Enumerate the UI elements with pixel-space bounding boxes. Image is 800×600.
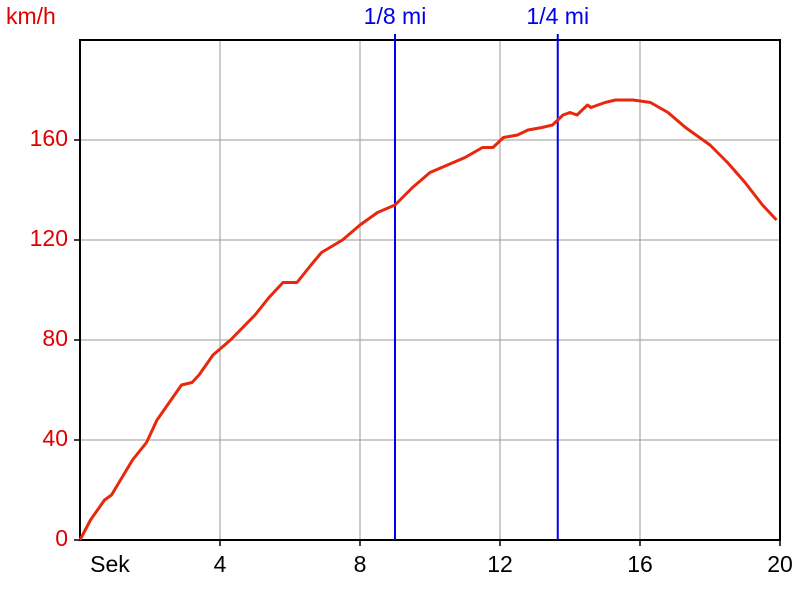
distance-marker-label: 1/4 mi — [526, 3, 589, 29]
y-tick-label: 80 — [42, 325, 68, 351]
y-tick-label: 160 — [30, 125, 68, 151]
x-tick-label: 4 — [214, 551, 227, 577]
x-axis-label: Sek — [90, 551, 130, 577]
plot-frame — [79, 39, 781, 541]
distance-marker-label: 1/8 mi — [364, 3, 427, 29]
y-tick-label: 0 — [55, 525, 68, 551]
y-tick-label: 120 — [30, 225, 68, 251]
y-tick-label: 40 — [42, 425, 68, 451]
x-tick-label: 8 — [354, 551, 367, 577]
x-tick-label: 20 — [767, 551, 793, 577]
x-tick-label: 12 — [487, 551, 513, 577]
y-axis-label: km/h — [6, 3, 56, 29]
speed-line — [78, 98, 778, 541]
x-tick-label: 16 — [627, 551, 653, 577]
